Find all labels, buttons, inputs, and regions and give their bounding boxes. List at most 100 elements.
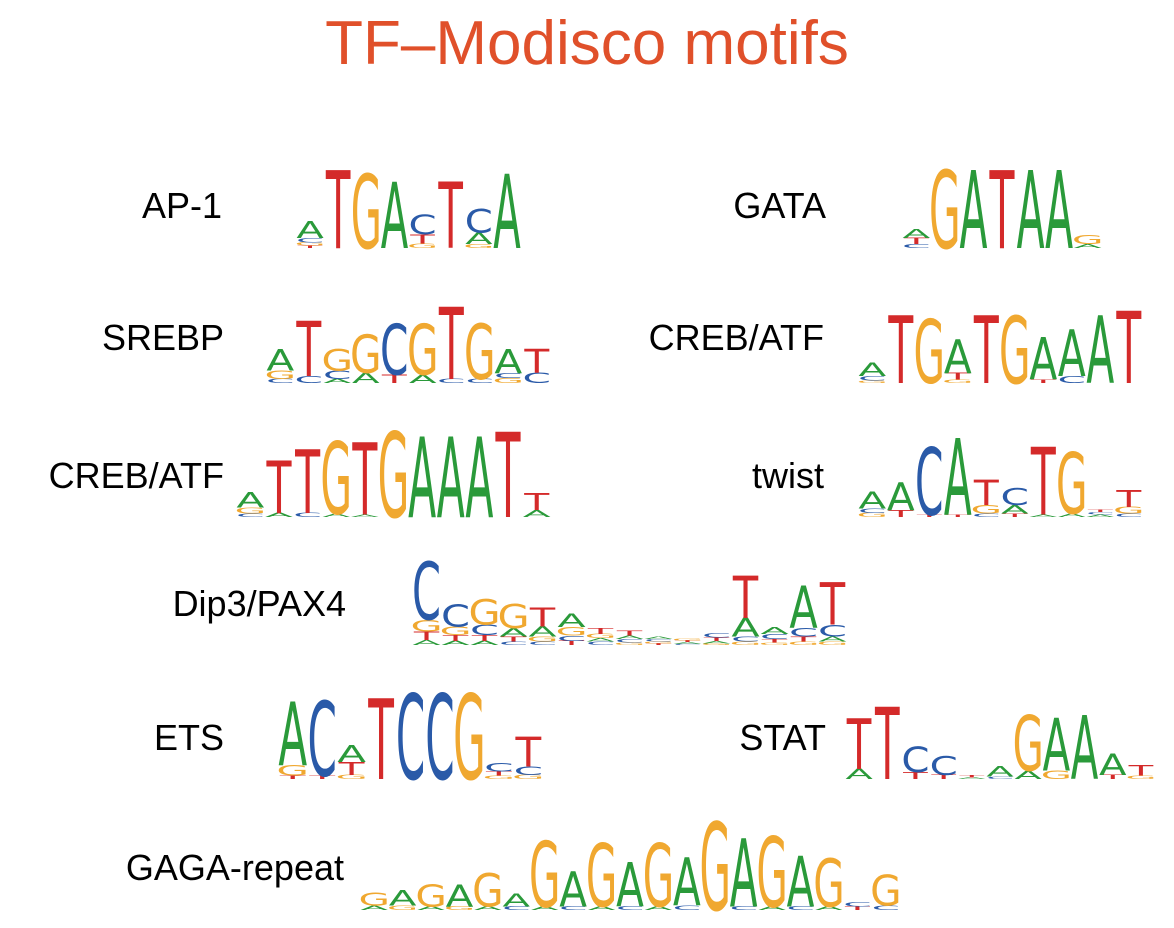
logo-letter-G: G	[856, 380, 888, 384]
logo-letter-T: T	[930, 774, 957, 781]
logo-letter-T: T	[1001, 513, 1028, 518]
logo-letter-A: A	[494, 343, 522, 381]
logo-letter-A: A	[673, 642, 701, 645]
logo-letter-T: T	[352, 423, 378, 538]
logo-letter-G: G	[642, 641, 674, 644]
logo-letter-A: A	[645, 905, 673, 911]
logo-letter-A: A	[887, 475, 915, 520]
logo-letter-G: G	[483, 775, 516, 780]
logo-letter-C: C	[514, 764, 543, 778]
logo-letter-A: A	[337, 741, 366, 768]
logo-letter-A: A	[557, 610, 585, 632]
logo-letter-A: A	[412, 639, 441, 647]
logo-letter-T: T	[944, 371, 972, 382]
logo-letter-A: A	[502, 890, 530, 911]
logo-letter-C: C	[930, 751, 958, 781]
logo-letter-A: A	[818, 635, 847, 643]
logo-letter-A: A	[644, 636, 672, 640]
logo-letter-A: A	[278, 685, 307, 787]
logo-letter-G: G	[439, 624, 471, 637]
logo-letter-C: C	[396, 671, 425, 807]
logo-letter-G: G	[472, 865, 503, 918]
logo-letter-C: C	[1001, 483, 1029, 510]
logo-letter-A: A	[1029, 325, 1057, 393]
logo-letter-C: C	[425, 671, 454, 807]
logo-letter-G: G	[870, 867, 901, 916]
logo-letter-T: T	[294, 433, 320, 534]
logo-letter-C: C	[502, 905, 530, 911]
logo-letter-A: A	[1086, 514, 1114, 518]
logo-letter-A: A	[1058, 317, 1086, 392]
logo-letter-A: A	[470, 640, 498, 647]
figure-title: TF–Modisco motifs	[325, 9, 849, 78]
logo-letter-A: A	[352, 371, 380, 387]
logo-letter-C: C	[1115, 513, 1143, 518]
logo-letter-C: C	[786, 905, 814, 911]
logo-letter-G: G	[294, 242, 325, 247]
logo-letter-C: C	[470, 622, 499, 638]
logo-letter-G: G	[671, 638, 703, 641]
logo-letter-C: C	[236, 513, 265, 518]
logo-letter-G: G	[700, 800, 731, 928]
logo-letter-C: C	[702, 632, 731, 639]
logo-letter-G: G	[1056, 436, 1088, 534]
logo-letter-G: G	[584, 633, 616, 640]
logo-letter-G: G	[407, 311, 439, 392]
logo-letter-C: C	[872, 904, 900, 911]
logo-letter-T: T	[702, 636, 730, 641]
logo-letter-A: A	[702, 640, 730, 644]
logo-letter-C: C	[1086, 511, 1114, 515]
motif-label-srebp: SREBP	[101, 317, 224, 358]
logo-letter-T: T	[441, 633, 469, 643]
logo-letter-G: G	[700, 643, 732, 646]
motif-label-gaga-repeat: GAGA-repeat	[125, 847, 344, 888]
logo-letter-T: T	[308, 775, 336, 780]
logo-letter-G: G	[351, 155, 382, 273]
logo-letter-C: C	[380, 311, 408, 392]
logo-letter-A: A	[586, 637, 614, 642]
motif-label-gata: GATA	[733, 185, 826, 226]
logo-letter-G: G	[335, 774, 368, 781]
logo-letter-G: G	[787, 641, 819, 646]
logo-letter-T: T	[973, 296, 999, 405]
logo-letter-T: T	[902, 236, 930, 246]
logo-letter-A: A	[322, 513, 350, 518]
logo-letter-G: G	[321, 344, 353, 378]
logo-letter-A: A	[616, 851, 644, 921]
logo-letter-C: C	[412, 546, 441, 639]
logo-letter-T: T	[470, 633, 498, 643]
logo-letter-A: A	[465, 415, 493, 544]
logo-letter-G: G	[970, 503, 1002, 517]
logo-letter-G: G	[358, 889, 389, 910]
logo-letter-C: C	[557, 634, 586, 642]
logo-letter-T: T	[615, 629, 643, 637]
logo-letter-T: T	[973, 473, 1000, 514]
logo-letter-A: A	[845, 766, 873, 782]
logo-letter-C: C	[307, 681, 336, 800]
logo-letter-A: A	[858, 360, 886, 381]
logo-letter-G: G	[729, 641, 761, 646]
logo-letter-A: A	[730, 821, 758, 928]
logo-letter-A: A	[789, 574, 818, 642]
logo-letter-C: C	[494, 371, 522, 379]
motif-label-creb-atf-2: CREB/ATF	[48, 455, 224, 496]
logo-letter-G: G	[264, 368, 296, 382]
logo-letter-C: C	[484, 761, 513, 775]
logo-letter-A: A	[437, 415, 465, 544]
logo-letter-A: A	[1001, 503, 1030, 517]
logo-letter-C: C	[295, 374, 323, 385]
logo-letter-A: A	[499, 626, 528, 639]
logo-letter-G: G	[444, 905, 475, 911]
logo-letter-T: T	[485, 770, 513, 777]
logo-letter-A: A	[1045, 150, 1073, 274]
motif-label-dip3-pax4: Dip3/PAX4	[172, 583, 346, 624]
logo-letter-T: T	[819, 570, 845, 638]
logo-letter-A: A	[758, 905, 786, 911]
logo-letter-G: G	[613, 642, 645, 646]
logo-letter-T: T	[523, 343, 549, 381]
logo-letter-G: G	[468, 593, 500, 634]
